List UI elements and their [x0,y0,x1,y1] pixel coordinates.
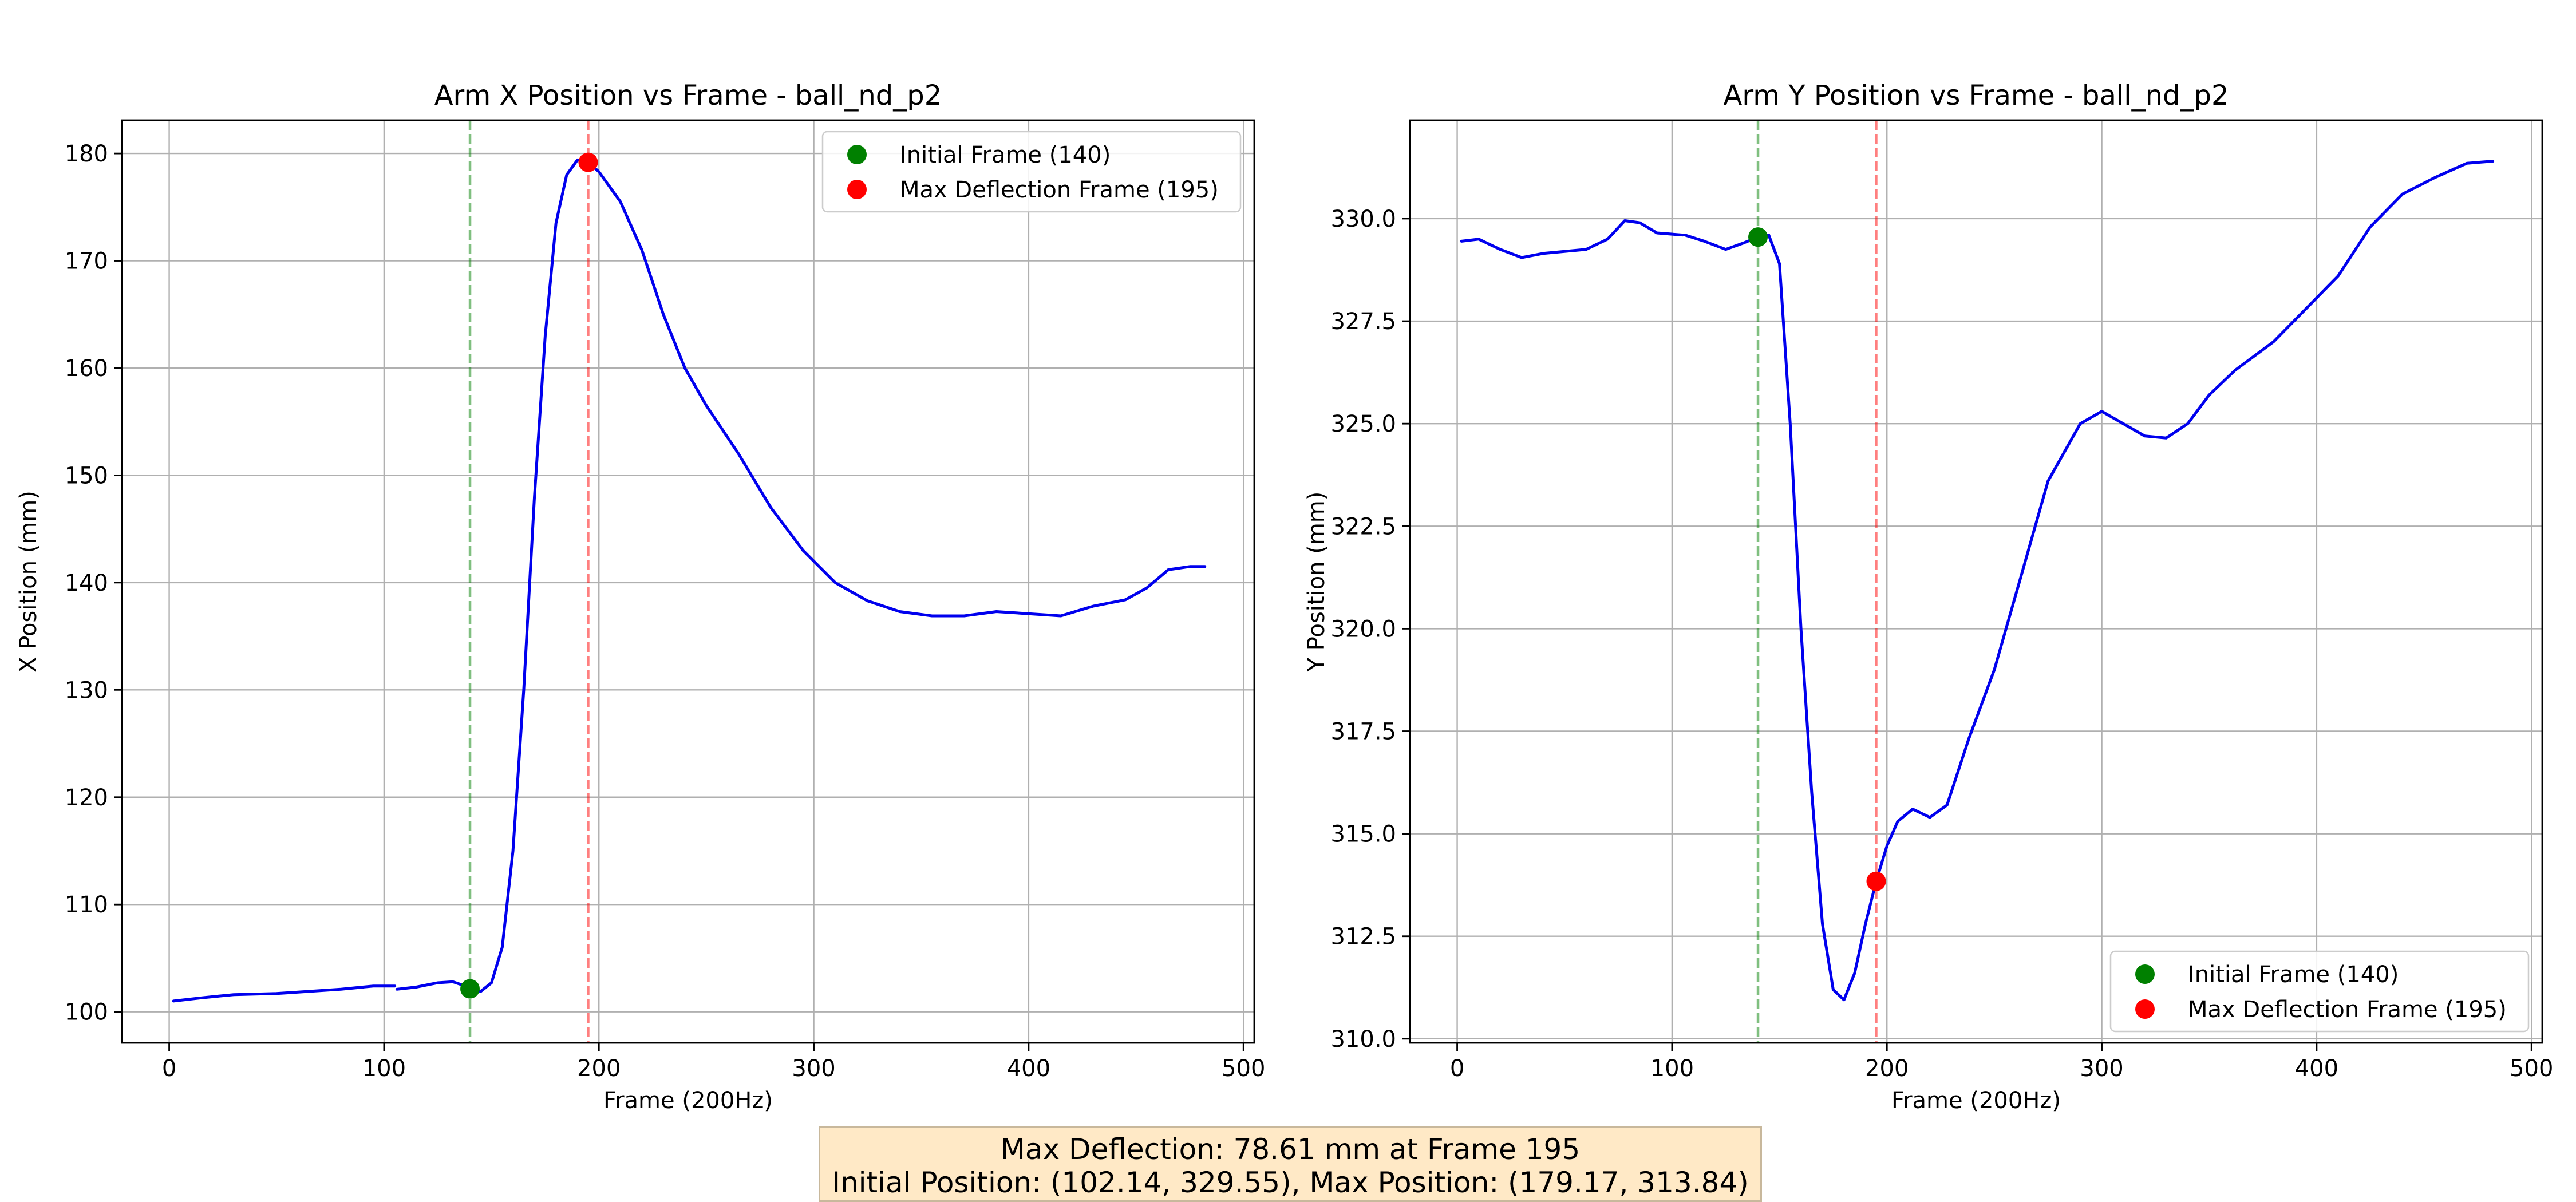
max-deflection-point [1866,871,1886,891]
y-tick-label: 180 [65,141,108,167]
y-tick-label: 320.0 [1330,616,1396,642]
legend-box [2109,950,2530,1033]
data-line-segment [395,158,1207,993]
y-tick-label: 120 [65,785,108,811]
x-tick-label: 500 [1222,1055,1265,1082]
y-tick-label: 150 [65,462,108,489]
x-tick-label: 400 [1007,1055,1050,1082]
x-tick-label: 200 [577,1055,621,1082]
summary-box: Max Deflection: 78.61 mm at Frame 195 In… [819,1126,1762,1202]
y-tick-label: 310.0 [1330,1026,1396,1053]
y-tick-label: 160 [65,355,108,382]
y-tick-label: 330.0 [1330,206,1396,232]
data-line-segment [1683,160,2495,1002]
legend-marker [847,180,867,199]
legend-marker [2135,999,2155,1019]
data-line-segment [172,984,397,1003]
legend-label: Max Deflection Frame (195) [2188,997,2507,1023]
x-tick-label: 100 [1650,1055,1694,1082]
x-tick-label: 200 [1865,1055,1909,1082]
chart-panel-1: 0 100 200 300 400 500 100 110 120 130 140 150 160 170… [15,80,1265,1114]
y-tick-label: 325.0 [1330,411,1396,437]
x-tick-label: 300 [2080,1055,2123,1082]
y-tick-label: 140 [65,570,108,596]
legend-marker [847,145,867,164]
x-tick-label: 500 [2510,1055,2553,1082]
y-tick-label: 100 [65,999,108,1026]
y-tick-label: 315.0 [1330,821,1396,848]
plot-frame [1409,119,2543,1044]
x-tick-label: 0 [162,1055,176,1082]
legend-marker [2135,964,2155,984]
y-tick-label: 170 [65,248,108,275]
chart-title: Arm Y Position vs Frame - ball_nd_p2 [1724,80,2229,112]
legend: Initial Frame (140) Max Deflection Frame … [2109,950,2530,1033]
summary-position-text: Initial Position: (102.14, 329.55), Max … [832,1166,1749,1199]
chart-title: Arm X Position vs Frame - ball_nd_p2 [434,80,942,112]
y-tick-label: 110 [65,892,108,918]
max-deflection-point [578,152,598,172]
x-axis-label: Frame (200Hz) [1891,1088,2061,1114]
legend-label: Initial Frame (140) [2188,962,2399,988]
x-tick-label: 300 [792,1055,835,1082]
x-axis-label: Frame (200Hz) [603,1088,773,1114]
legend-box [821,131,1242,213]
legend-label: Initial Frame (140) [900,142,1111,168]
y-tick-label: 317.5 [1330,719,1396,745]
summary-deflection-text: Max Deflection: 78.61 mm at Frame 195 [1000,1133,1581,1166]
y-tick-label: 327.5 [1330,309,1396,335]
legend-label: Max Deflection Frame (195) [900,177,1219,203]
y-axis-label: X Position (mm) [15,491,42,673]
data-line-segment [1460,219,1685,259]
x-tick-label: 400 [2295,1055,2338,1082]
y-axis-label: Y Position (mm) [1303,492,1330,673]
chart-panel-2: 0 100 200 300 400 500 310.0 312.5 315.0 317.5 320.… [1303,80,2553,1114]
initial-frame-point [460,979,480,999]
x-tick-label: 0 [1450,1055,1464,1082]
x-tick-label: 100 [362,1055,406,1082]
initial-frame-point [1748,227,1768,247]
legend: Initial Frame (140) Max Deflection Frame … [821,131,1242,213]
y-tick-label: 130 [65,677,108,703]
plot-frame [121,119,1255,1044]
y-tick-label: 322.5 [1330,513,1396,540]
y-tick-label: 312.5 [1330,924,1396,950]
